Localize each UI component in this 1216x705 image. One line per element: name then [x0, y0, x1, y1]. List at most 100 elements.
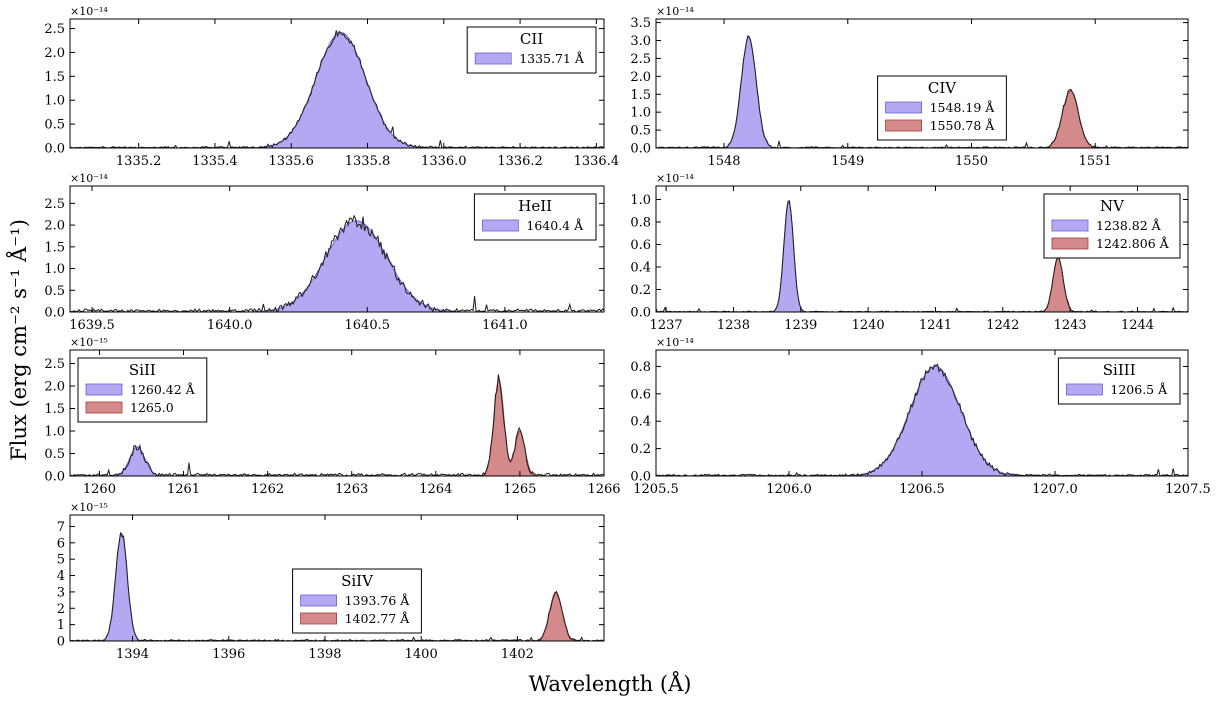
legend-swatch: [481, 219, 519, 232]
model-fill-2: [70, 591, 604, 641]
y-tick-label: 0.0: [44, 306, 65, 321]
legend-entry: 1393.76 Å: [345, 593, 411, 608]
y-tick-label: 0.5: [44, 447, 65, 462]
plot-area: [656, 363, 1188, 476]
y-tick-label: 1: [57, 618, 65, 633]
legend-entry: 1550.78 Å: [930, 118, 996, 133]
y-tick-label: 0.5: [44, 284, 65, 299]
y-tick-label: 1.5: [44, 240, 65, 255]
legend: CIV 1548.19 Å 1550.78 Å: [877, 75, 1007, 141]
x-axis-title: Wavelength (Å): [529, 671, 692, 696]
y-tick-label: 1.0: [44, 425, 65, 440]
legend-box: [1057, 357, 1181, 405]
panel-nv: 1237 1238 1239 1240 1241 1242 1243 1244 0.0 0.2 0.…: [630, 172, 1189, 333]
y-tick-label: 0.5: [630, 124, 651, 139]
y-tick-label: 2: [57, 602, 65, 617]
y-tick-label: 2.5: [44, 197, 65, 212]
x-tick-label: 1207.0: [1032, 482, 1078, 497]
y-tick-label: 2.0: [630, 70, 651, 85]
x-tick-label: 1207.5: [1165, 482, 1211, 497]
legend-entry: 1206.5 Å: [1110, 382, 1168, 397]
x-tick-label: 1260: [83, 482, 116, 497]
y-tick-label: 0.2: [630, 283, 651, 298]
y-exponent-label: ×10⁻¹⁴: [656, 336, 694, 349]
legend-box: [466, 26, 597, 74]
legend-swatch: [1051, 219, 1089, 232]
y-exponent-label: ×10⁻¹⁴: [70, 5, 108, 18]
x-tick-label: 1336.2: [497, 154, 543, 169]
y-tick-label: 1.5: [44, 402, 65, 417]
y-exponent-label: ×10⁻¹⁴: [70, 172, 108, 185]
x-tick-label: 1263: [335, 482, 368, 497]
legend: CII 1335.71 Å: [466, 26, 597, 74]
legend-swatch: [300, 594, 338, 607]
y-tick-label: 2.5: [44, 22, 65, 37]
legend-entry: 1238.82 Å: [1096, 218, 1162, 233]
x-tick-label: 1641.0: [482, 318, 528, 333]
legend-swatch: [1051, 237, 1089, 250]
y-tick-label: 3.0: [630, 34, 651, 49]
legend-entry: 1335.71 Å: [519, 51, 585, 66]
x-tick-label: 1398: [308, 647, 341, 662]
plot-frame: [69, 349, 605, 477]
y-tick-label: 0.8: [630, 216, 651, 231]
panel-siii: 1260 1261 1262 1263 1264 1265 1266 0.0 0.5 1.0 1.5…: [44, 336, 620, 497]
y-tick-label: 1.0: [630, 106, 651, 121]
x-tick-label: 1394: [116, 647, 149, 662]
model-fill-2: [656, 256, 1188, 312]
model-fill-1: [70, 220, 604, 312]
legend-entry: 1260.42 Å: [130, 382, 196, 397]
y-tick-label: 0.4: [630, 415, 651, 430]
y-tick-label: 0.0: [630, 142, 651, 157]
x-tick-label: 1396: [212, 647, 245, 662]
panel-cii: 1335.2 1335.4 1335.6 1335.8 1336.0 1336.2 1336…: [44, 5, 619, 169]
x-tick-label: 1639.5: [69, 318, 115, 333]
legend-swatch: [85, 401, 123, 414]
legend: NV 1238.82 Å 1242.806 Å: [1043, 193, 1181, 259]
y-tick-label: 3: [57, 585, 65, 600]
y-tick-label: 4: [57, 569, 65, 584]
y-exponent-label: ×10⁻¹⁴: [656, 5, 694, 18]
y-tick-label: 0.6: [630, 238, 651, 253]
legend: HeII 1640.4 Å: [473, 193, 597, 241]
y-tick-label: 0.0: [630, 306, 651, 321]
plot-frame: [69, 185, 605, 313]
y-tick-label: 1.0: [44, 262, 65, 277]
legend-title: SiIV: [341, 572, 374, 590]
y-tick-label: 5: [57, 553, 65, 568]
legend: SiII 1260.42 Å 1265.0: [77, 357, 208, 423]
y-tick-label: 6: [57, 536, 65, 551]
x-tick-label: 1206.5: [899, 482, 945, 497]
y-tick-label: 2.0: [44, 219, 65, 234]
x-tick-label: 1241: [919, 318, 952, 333]
panel-siiv: 1394 1396 1398 1400 1402 0 12 345 67 ×10⁻¹⁵ SiIV 13…: [57, 501, 605, 662]
y-tick-label: 0.5: [44, 118, 65, 133]
x-tick-label: 1244: [1121, 318, 1154, 333]
y-tick-label: 1.5: [630, 88, 651, 103]
legend-entry: 1242.806 Å: [1096, 236, 1170, 251]
x-tick-label: 1239: [784, 318, 817, 333]
x-tick-label: 1335.6: [268, 154, 314, 169]
x-tick-label: 1551: [1079, 154, 1112, 169]
y-tick-label: 2.5: [630, 52, 651, 67]
x-tick-label: 1238: [717, 318, 750, 333]
y-tick-label: 2.0: [44, 380, 65, 395]
observed-spectrum: [70, 214, 604, 312]
plot-frame: [69, 18, 605, 149]
panel-civ: 1548 1549 1550 1551 0.0 0.5 1.0 1.5 2.0 2.5 3.0 3.5…: [630, 5, 1189, 169]
y-tick-label: 0.2: [630, 442, 651, 457]
x-tick-label: 1336.4: [574, 154, 620, 169]
x-tick-label: 1550: [955, 154, 988, 169]
legend-swatch: [474, 52, 512, 65]
y-tick-label: 1.5: [44, 70, 65, 85]
x-tick-label: 1335.8: [345, 154, 391, 169]
x-tick-label: 1243: [1054, 318, 1087, 333]
legend-entry: 1548.19 Å: [930, 100, 996, 115]
y-tick-label: 0: [57, 635, 65, 650]
legend-title: SiIII: [1103, 361, 1136, 379]
legend-title: CIV: [928, 79, 957, 97]
y-tick-label: 0.8: [630, 360, 651, 375]
x-tick-label: 1400: [405, 647, 438, 662]
observed-spectrum: [70, 374, 604, 476]
